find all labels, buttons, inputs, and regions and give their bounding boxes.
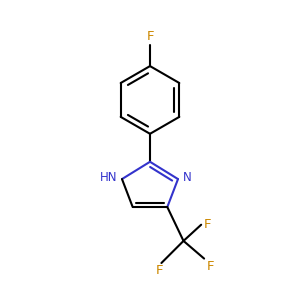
Text: F: F <box>146 30 154 43</box>
Text: F: F <box>155 265 163 278</box>
Text: F: F <box>203 218 211 231</box>
Text: F: F <box>206 260 214 273</box>
Text: HN: HN <box>100 171 118 184</box>
Text: N: N <box>182 171 191 184</box>
